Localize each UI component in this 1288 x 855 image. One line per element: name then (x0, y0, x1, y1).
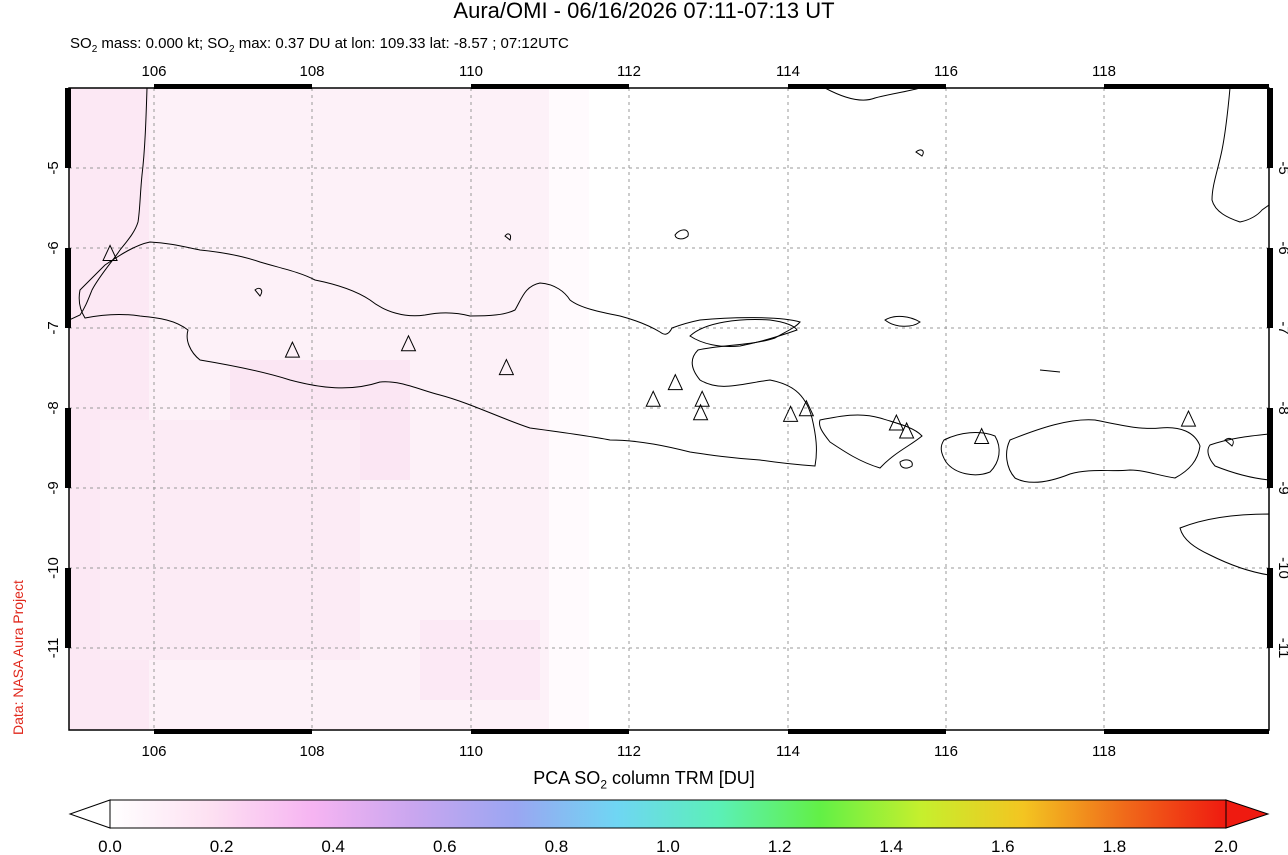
colorbar-tick-label: 1.6 (991, 837, 1015, 855)
colorbar: 0.0 0.2 0.4 0.6 0.8 1.0 1.2 1.4 1.6 1.8 2.0 (68, 799, 1270, 855)
volcano-triangle-icon (694, 390, 710, 407)
colorbar-low-arrow (68, 799, 111, 829)
coastlines (69, 88, 1269, 576)
volcano-triangle-icon (782, 405, 799, 422)
lon-tick-bottom: 116 (934, 743, 958, 760)
subtitle-max-value: max: 0.37 DU at lon: 109.33 lat: -8.57 ;… (234, 35, 569, 52)
volcano-markers (102, 244, 1197, 445)
colorbar-tick-label: 0.0 (98, 837, 122, 855)
colorbar-tick-label: 0.6 (433, 837, 457, 855)
colorbar-body (109, 799, 1227, 829)
lon-tick-bottom: 114 (776, 743, 800, 760)
lon-tick-top: 118 (1092, 63, 1116, 80)
subtitle-mass-prefix: SO (70, 35, 92, 52)
volcano-triangle-icon (888, 413, 905, 431)
sumbawa-coast (1006, 419, 1201, 483)
so2-haze-layer (69, 88, 589, 730)
lat-tick-left: -10 (45, 557, 62, 579)
subtitle-max-prefix: SO (207, 35, 229, 52)
small-island-a (254, 287, 263, 297)
volcano-triangle-icon (645, 390, 661, 407)
lon-tick-bottom: 110 (459, 743, 483, 760)
sulawesi-coast (1211, 88, 1269, 223)
lombok-coast (940, 432, 1000, 476)
lat-ticks-right: -5 -6 -7 -8 -9 -10 -11 (1275, 161, 1288, 658)
lon-tick-bottom: 106 (141, 743, 166, 760)
volcano-triangle-icon (898, 421, 915, 439)
lat-tick-right: -8 (1275, 401, 1288, 414)
karimunjawa-coast (504, 233, 511, 241)
colorbar-tick-label: 0.4 (321, 837, 345, 855)
kangean-coast (884, 315, 921, 327)
colorbar-tick-label: 1.4 (879, 837, 903, 855)
lon-tick-top: 114 (776, 63, 800, 80)
lat-tick-right: -9 (1275, 481, 1288, 494)
small-island-d (1224, 437, 1234, 447)
lon-tick-top: 112 (617, 63, 641, 80)
lat-ticks-left: -5 -6 -7 -8 -9 -10 -11 (45, 161, 62, 658)
subtitle-max-subscript: 2 (228, 44, 235, 55)
graticule (69, 88, 1269, 730)
sumatra-coast (69, 88, 148, 321)
volcano-triangle-icon (1180, 409, 1197, 427)
colorbar-title-subscript: 2 (600, 777, 607, 792)
volcano-triangle-icon (102, 244, 118, 261)
lat-tick-left: -8 (45, 401, 62, 414)
colorbar-tick-label: 2.0 (1214, 837, 1238, 855)
volcano-triangle-icon (284, 340, 301, 358)
lon-tick-top: 110 (459, 63, 483, 80)
volcano-triangle-icon (400, 334, 417, 352)
madura-coast (689, 319, 798, 347)
lon-tick-bottom: 108 (299, 743, 324, 760)
colorbar-title: PCA SO2 column TRM [DU] (0, 768, 1288, 792)
lat-tick-right: -7 (1275, 321, 1288, 334)
small-island-c (1039, 369, 1061, 373)
colorbar-tick-label: 0.8 (545, 837, 569, 855)
colorbar-high-arrow (1225, 799, 1270, 829)
lat-tick-left: -7 (45, 321, 62, 334)
bali-coast (819, 414, 923, 469)
volcano-triangle-icon (498, 358, 515, 376)
subtitle-mass-subscript: 2 (91, 44, 98, 55)
lat-tick-right: -6 (1275, 241, 1288, 254)
colorbar-title-suffix: column TRM [DU] (607, 768, 755, 788)
map-title: Aura/OMI - 06/16/2026 07:11-07:13 UT (453, 0, 835, 23)
java-coast (78, 241, 817, 467)
lon-tick-top: 106 (141, 63, 166, 80)
colorbar-tick-label: 1.2 (768, 837, 792, 855)
lon-ticks-bottom: 106 108 110 112 114 116 118 (141, 743, 1115, 760)
flores-coast (1207, 433, 1269, 481)
lon-tick-top: 116 (934, 63, 958, 80)
colorbar-tick-label: 1.0 (656, 837, 680, 855)
lon-tick-bottom: 118 (1092, 743, 1116, 760)
lon-tick-top: 108 (299, 63, 324, 80)
volcano-triangle-icon (667, 373, 684, 391)
nusa-penida-coast (899, 459, 913, 469)
bawean-coast (674, 229, 689, 240)
volcano-triangle-icon (973, 427, 990, 445)
lat-tick-left: -5 (45, 161, 62, 174)
colorbar-ticks: 0.0 0.2 0.4 0.6 0.8 1.0 1.2 1.4 1.6 1.8 2.0 (98, 837, 1238, 855)
kalimantan-coast (824, 88, 921, 101)
volcano-triangle-icon (692, 403, 709, 421)
sumba-coast (1179, 513, 1269, 576)
lon-ticks-top: 106 108 110 112 114 116 118 (141, 63, 1115, 80)
subtitle-mass-value: mass: 0.000 kt; (97, 35, 208, 52)
volcano-triangle-icon (798, 399, 815, 417)
lat-tick-left: -11 (45, 638, 62, 659)
lat-tick-left: -6 (45, 241, 62, 254)
lat-tick-right: -10 (1275, 557, 1288, 579)
lon-tick-bottom: 112 (617, 743, 641, 760)
colorbar-title-prefix: PCA SO (533, 768, 601, 788)
colorbar-tick-label: 1.8 (1103, 837, 1127, 855)
lat-tick-left: -9 (45, 481, 62, 494)
lat-tick-right: -5 (1275, 161, 1288, 174)
map-subtitle: SO2 mass: 0.000 kt; SO2 max: 0.37 DU at … (70, 35, 569, 55)
small-island-b (915, 149, 924, 157)
colorbar-tick-label: 0.2 (210, 837, 234, 855)
map-frame (65, 84, 1273, 734)
lat-tick-right: -11 (1275, 638, 1288, 659)
